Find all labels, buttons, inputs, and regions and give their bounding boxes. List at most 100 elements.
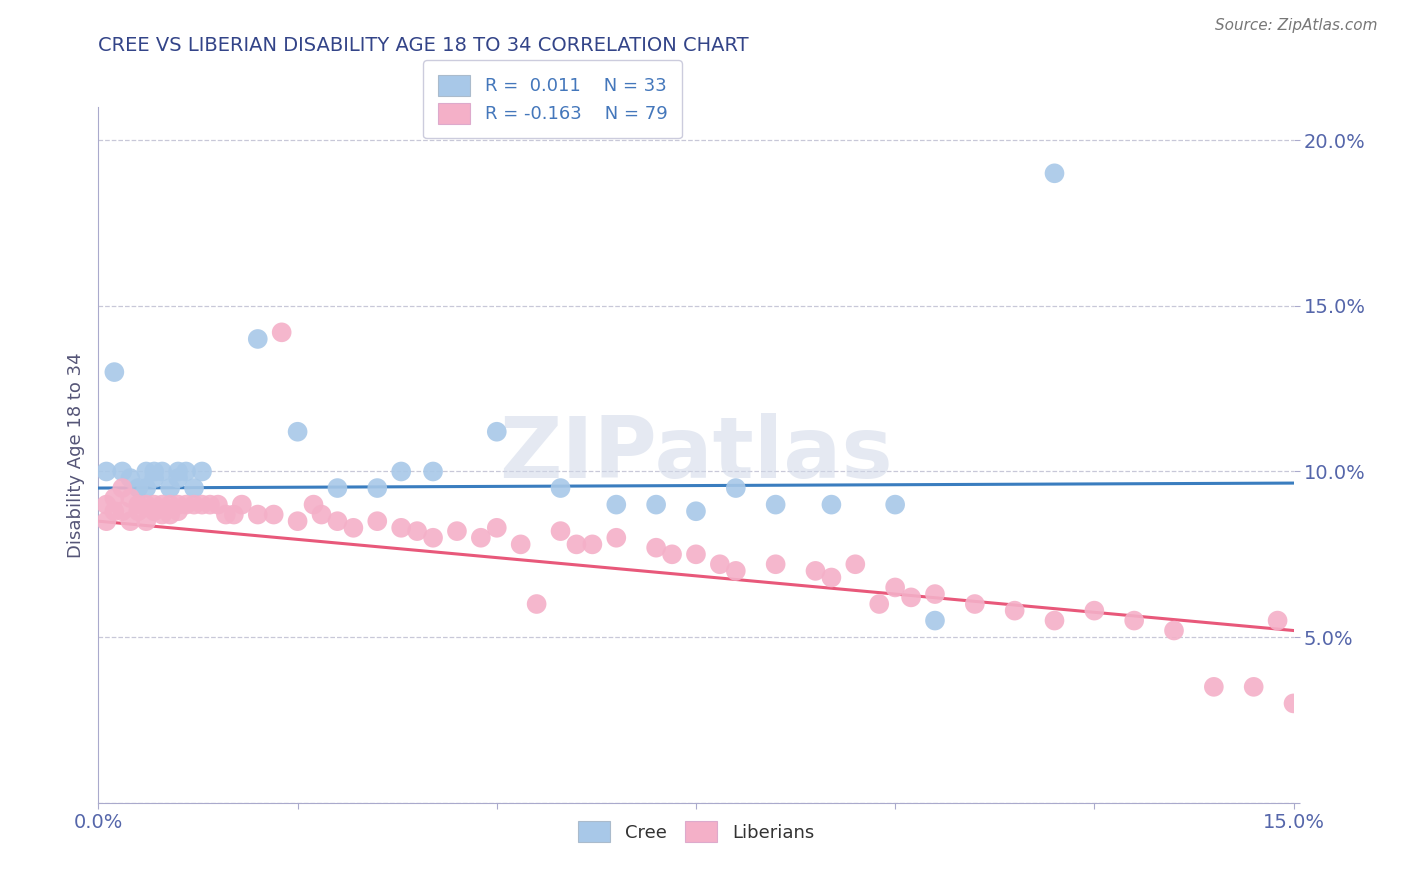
Point bbox=[1386, 723, 1406, 737]
Point bbox=[1322, 697, 1344, 711]
Point bbox=[246, 508, 269, 522]
Point bbox=[135, 465, 157, 479]
Point bbox=[150, 465, 173, 479]
Point bbox=[1123, 614, 1146, 628]
Point bbox=[924, 614, 946, 628]
Point bbox=[406, 524, 429, 538]
Point bbox=[302, 498, 325, 512]
Point bbox=[645, 541, 668, 555]
Point bbox=[884, 581, 907, 595]
Point bbox=[127, 498, 149, 512]
Point bbox=[1043, 166, 1066, 180]
Point bbox=[509, 537, 531, 551]
Point bbox=[120, 471, 142, 485]
Point bbox=[1362, 713, 1385, 727]
Point bbox=[159, 508, 181, 522]
Point bbox=[1243, 680, 1265, 694]
Point bbox=[884, 498, 907, 512]
Point bbox=[900, 591, 922, 605]
Point bbox=[143, 465, 166, 479]
Point bbox=[1346, 703, 1368, 717]
Point bbox=[422, 531, 444, 545]
Text: Source: ZipAtlas.com: Source: ZipAtlas.com bbox=[1215, 18, 1378, 33]
Point bbox=[605, 498, 627, 512]
Point bbox=[174, 465, 197, 479]
Point bbox=[207, 498, 229, 512]
Point bbox=[174, 498, 197, 512]
Point bbox=[820, 570, 842, 584]
Point bbox=[143, 498, 166, 512]
Point bbox=[111, 465, 134, 479]
Point bbox=[135, 498, 157, 512]
Point bbox=[366, 514, 388, 528]
Point bbox=[103, 491, 125, 505]
Text: ZIPatlas: ZIPatlas bbox=[499, 413, 893, 497]
Point bbox=[246, 332, 269, 346]
Point bbox=[446, 524, 468, 538]
Point bbox=[924, 587, 946, 601]
Point bbox=[103, 365, 125, 379]
Point bbox=[1282, 697, 1305, 711]
Point bbox=[215, 508, 238, 522]
Point bbox=[581, 537, 603, 551]
Point bbox=[605, 531, 627, 545]
Point bbox=[868, 597, 890, 611]
Point bbox=[103, 504, 125, 518]
Point bbox=[120, 491, 142, 505]
Point bbox=[150, 498, 173, 512]
Point bbox=[685, 547, 707, 561]
Point bbox=[645, 498, 668, 512]
Y-axis label: Disability Age 18 to 34: Disability Age 18 to 34 bbox=[66, 352, 84, 558]
Point bbox=[1267, 614, 1289, 628]
Point bbox=[167, 504, 190, 518]
Point bbox=[526, 597, 548, 611]
Point bbox=[287, 514, 309, 528]
Point bbox=[765, 558, 787, 572]
Point bbox=[565, 537, 588, 551]
Point bbox=[167, 498, 190, 512]
Point bbox=[1163, 624, 1185, 638]
Point bbox=[485, 521, 508, 535]
Point bbox=[685, 504, 707, 518]
Point bbox=[724, 481, 747, 495]
Point bbox=[311, 508, 333, 522]
Point bbox=[485, 425, 508, 439]
Point bbox=[326, 514, 349, 528]
Point bbox=[96, 514, 118, 528]
Text: CREE VS LIBERIAN DISABILITY AGE 18 TO 34 CORRELATION CHART: CREE VS LIBERIAN DISABILITY AGE 18 TO 34… bbox=[98, 36, 749, 54]
Point bbox=[96, 465, 118, 479]
Point bbox=[111, 504, 134, 518]
Point bbox=[661, 547, 683, 561]
Point bbox=[804, 564, 827, 578]
Point bbox=[222, 508, 245, 522]
Point bbox=[143, 504, 166, 518]
Point bbox=[159, 481, 181, 495]
Point bbox=[111, 481, 134, 495]
Point bbox=[389, 465, 412, 479]
Point bbox=[270, 326, 292, 340]
Point bbox=[1402, 736, 1406, 750]
Point bbox=[263, 508, 285, 522]
Point bbox=[135, 514, 157, 528]
Legend: Cree, Liberians: Cree, Liberians bbox=[564, 806, 828, 856]
Point bbox=[820, 498, 842, 512]
Point bbox=[470, 531, 492, 545]
Point bbox=[709, 558, 731, 572]
Point bbox=[1004, 604, 1026, 618]
Point bbox=[724, 564, 747, 578]
Point bbox=[550, 481, 572, 495]
Point bbox=[844, 558, 866, 572]
Point bbox=[183, 498, 205, 512]
Point bbox=[183, 481, 205, 495]
Point bbox=[366, 481, 388, 495]
Point bbox=[765, 498, 787, 512]
Point bbox=[135, 481, 157, 495]
Point bbox=[1043, 614, 1066, 628]
Point bbox=[127, 481, 149, 495]
Point bbox=[389, 521, 412, 535]
Point bbox=[120, 514, 142, 528]
Point bbox=[287, 425, 309, 439]
Point bbox=[191, 498, 214, 512]
Point bbox=[143, 471, 166, 485]
Point bbox=[159, 498, 181, 512]
